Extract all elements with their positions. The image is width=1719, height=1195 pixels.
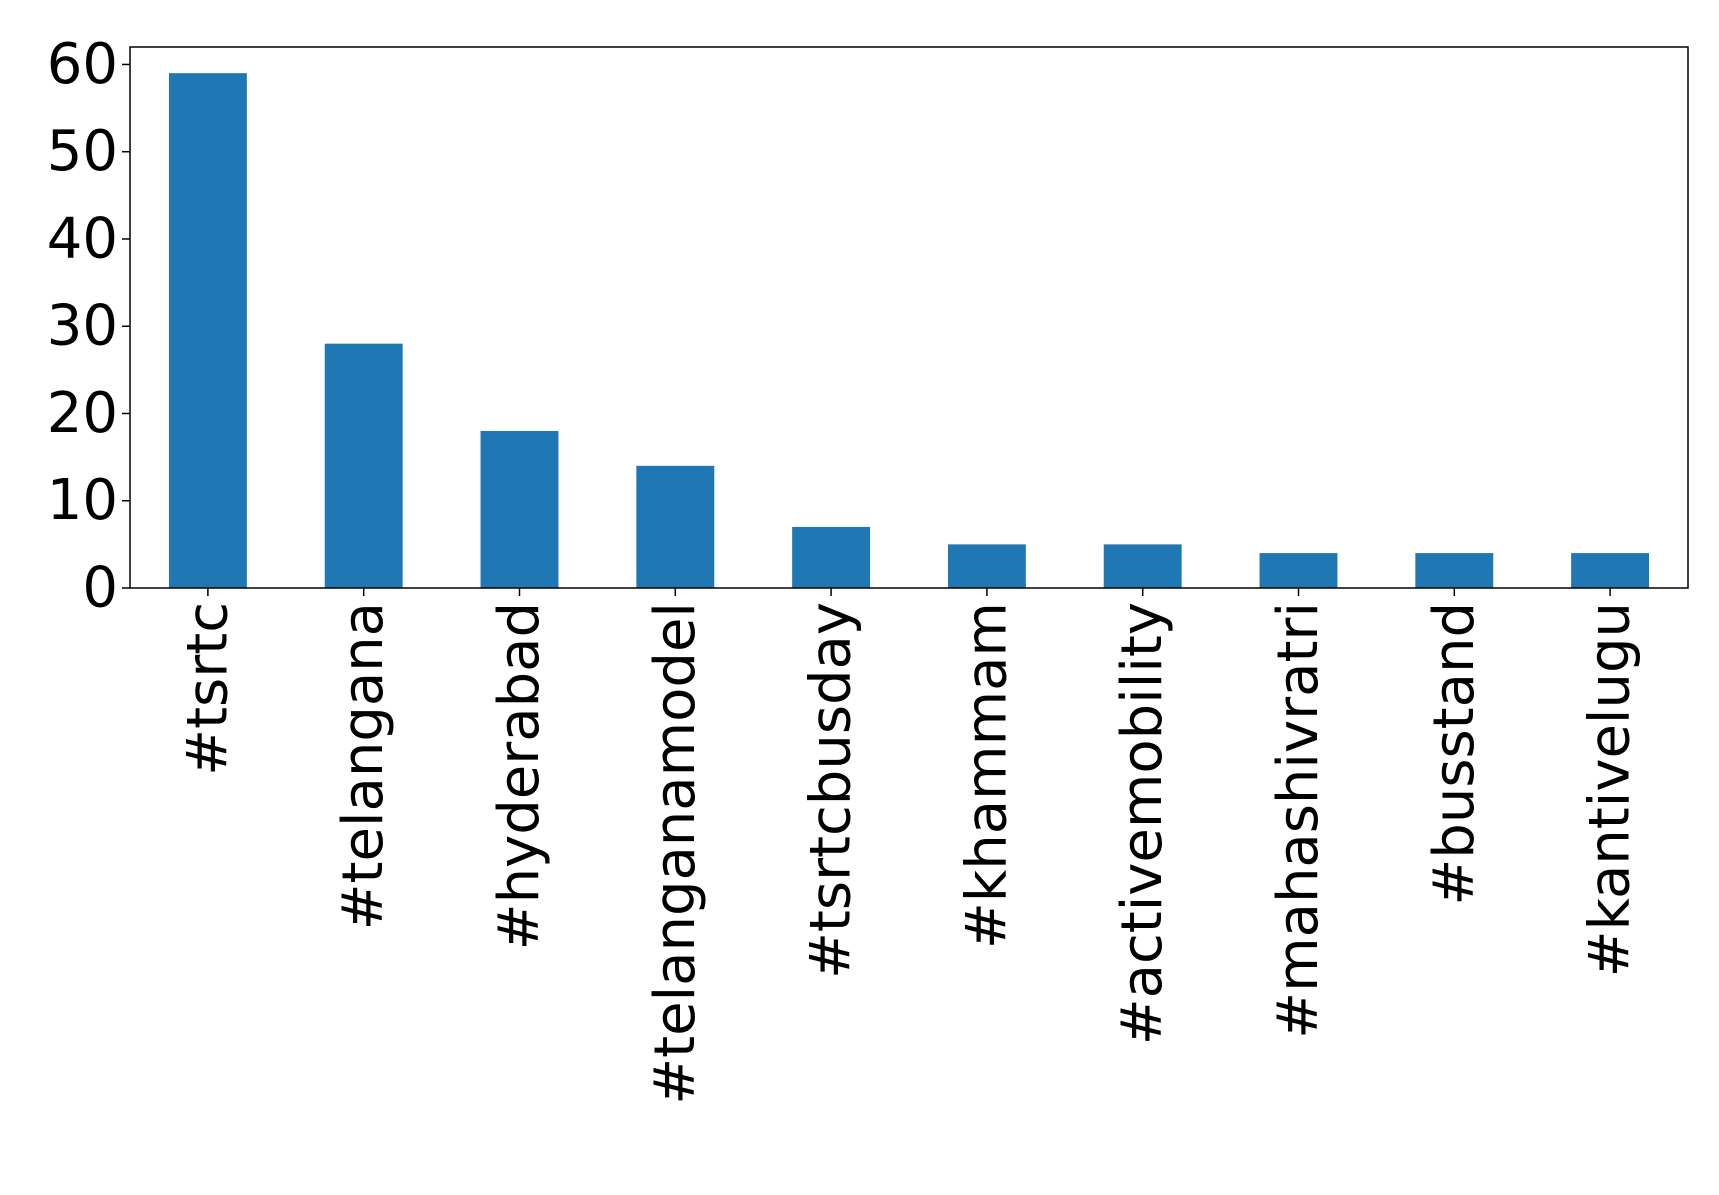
bar-8 (1415, 553, 1494, 588)
bar-5 (947, 544, 1026, 588)
y-tick-label-5: 50 (47, 119, 118, 184)
x-tick-label-3: #telanganamodel (643, 602, 708, 1105)
bar-9 (1571, 553, 1650, 588)
bar-6 (1103, 544, 1182, 588)
x-tick-label-2: #hyderabad (487, 602, 552, 950)
y-tick-label-6: 60 (47, 32, 118, 97)
x-tick-label-5: #khammam (954, 602, 1019, 949)
y-tick-label-4: 40 (47, 206, 118, 271)
y-axis: 0 10 20 30 40 50 60 (47, 32, 130, 621)
plot-frame (129, 46, 1689, 589)
x-tick-label-7: #mahashivratri (1266, 602, 1331, 1039)
bars-group (168, 73, 1650, 588)
x-tick-label-8: #busstand (1422, 602, 1487, 906)
y-tick-label-0: 0 (82, 556, 118, 621)
x-tick-label-6: #activemobility (1110, 602, 1175, 1045)
bar-2 (480, 430, 559, 588)
y-tick-label-1: 10 (47, 468, 118, 533)
y-tick-label-2: 20 (47, 381, 118, 446)
bar-1 (324, 343, 403, 588)
bar-4 (792, 526, 871, 588)
bar-3 (636, 465, 715, 588)
x-tick-label-0: #tsrtc (175, 602, 240, 776)
x-tick-label-9: #kantivelugu (1578, 602, 1643, 977)
bar-0 (168, 73, 247, 588)
y-tick-label-3: 30 (47, 294, 118, 359)
bar-7 (1259, 553, 1338, 588)
x-tick-label-1: #telangana (331, 602, 396, 930)
x-tick-label-4: #tsrtcbusday (799, 602, 864, 979)
x-axis: #tsrtc #telangana #hyderabad #telanganamode… (175, 588, 1643, 1105)
